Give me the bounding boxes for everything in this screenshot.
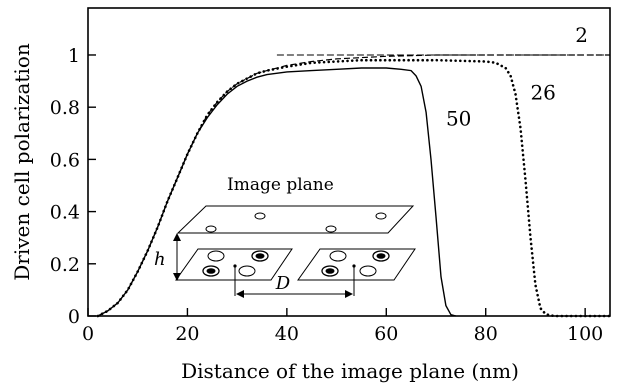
y-axis: 0 0.2 0.4 0.6 0.8 1 [50,45,96,328]
y-tick-label: 0.6 [50,149,80,171]
series-layer [96,54,612,318]
driver-cell [175,248,293,281]
plot-frame [87,7,611,317]
cell-dot-core [255,253,265,259]
d-arrow-head-left [236,290,244,298]
y-tick-label: 0.2 [50,254,80,276]
d-marker-left-dot [233,264,237,268]
y-tick-label: 1 [68,45,80,67]
h-label: h [154,249,166,270]
x-tick-label: 0 [82,323,94,345]
curve-label-50: 50 [446,106,471,130]
d-label: D [275,273,291,294]
cell-dot-core [325,268,335,274]
y-tick-label: 0 [68,306,80,328]
cell-dot-empty [207,250,225,262]
x-axis-label: Distance of the image plane (nm) [181,359,519,383]
x-tick-label: 40 [275,323,299,345]
image-plane [176,205,415,234]
x-tick-label: 100 [567,323,603,345]
curve-labels: 2 26 50 [446,23,588,131]
curve-label-26: 26 [530,80,555,104]
inset-schematic: Image plane h [154,175,416,298]
d-arrow-head-right [345,290,353,298]
y-axis-label: Driven cell polarization [10,43,34,281]
x-tick-label: 20 [175,323,199,345]
d-marker-right-dot [352,264,356,268]
x-tick-label: 80 [474,323,498,345]
cell-dot-empty [238,265,256,277]
image-dot [325,225,337,233]
y-tick-label: 0.8 [50,97,80,119]
image-dot [375,212,387,220]
y-tick-label: 0.4 [50,202,80,224]
driven-cell [297,248,416,281]
inset-title: Image plane [227,175,334,195]
image-dot [254,212,266,220]
h-arrow-head-top [173,233,181,241]
curve-label-2: 2 [575,23,588,47]
cell-dot-core [206,268,216,274]
cell-dot-empty [359,265,377,277]
image-dot [205,225,217,233]
x-tick-label: 60 [374,323,398,345]
x-axis: 0 20 40 60 80 100 [82,308,603,345]
h-arrow-head-bottom [173,273,181,281]
cell-dot-empty [329,250,347,262]
cell-dot-core [376,253,386,259]
series-line-50 [97,67,457,317]
